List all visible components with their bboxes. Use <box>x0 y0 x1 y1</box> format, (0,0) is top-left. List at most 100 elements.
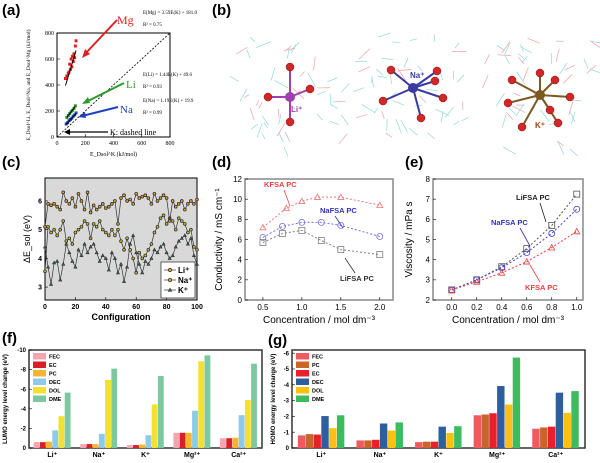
data-point <box>337 193 345 200</box>
bar-fec <box>297 435 306 448</box>
bar-dec <box>497 386 505 448</box>
data-point-mg <box>71 54 75 58</box>
solvent-bond <box>358 66 371 73</box>
oxygen-atom <box>438 93 448 103</box>
leader-line <box>529 264 541 283</box>
data-point <box>152 247 157 252</box>
data-point <box>155 225 160 229</box>
x-tick-label: 600 <box>137 141 146 147</box>
d-lifsa-label: LiFSA PC <box>340 274 374 283</box>
solvent-bond <box>263 122 268 129</box>
category-label: Li⁺ <box>316 452 326 459</box>
data-point <box>149 242 154 246</box>
solvent-bond <box>516 71 526 85</box>
data-point <box>134 250 139 255</box>
data-point <box>97 259 102 263</box>
data-point <box>119 239 123 243</box>
x-tick-label: 0.2 <box>471 303 483 312</box>
e-lifsa-label: LiFSA PC <box>516 193 550 202</box>
data-point <box>119 196 123 200</box>
data-point <box>67 250 72 255</box>
li-ion-label: Li⁺ <box>291 105 302 114</box>
data-point <box>170 253 175 258</box>
data-point <box>91 203 96 208</box>
data-point <box>186 202 190 206</box>
bar-ec <box>39 442 46 448</box>
legend-label: DEC <box>312 380 324 386</box>
data-point <box>58 227 62 232</box>
oxygen-atom <box>263 92 273 102</box>
solvent-bond <box>276 123 286 137</box>
ion-atom <box>535 90 545 100</box>
bar-dec <box>98 433 105 448</box>
solvent-bond <box>395 118 402 133</box>
bar-ec <box>133 445 139 448</box>
legend-swatch <box>296 378 309 385</box>
data-point <box>167 287 173 292</box>
x-tick-label: 200 <box>81 141 90 147</box>
solvent-bond <box>256 123 263 138</box>
data-point <box>155 250 160 255</box>
data-point <box>70 259 75 263</box>
leader-lines <box>283 189 547 283</box>
panel-de-labels: KFSA PC NaFSA PC LiFSA PC LiFSA PC NaFSA… <box>264 180 558 292</box>
x-tick-label: 100 <box>191 304 203 311</box>
legend-label: DOL <box>312 389 324 395</box>
y-tick-label: 4 <box>238 255 243 264</box>
solvent-bond <box>559 62 568 74</box>
bar-pc <box>481 414 489 448</box>
solvent-bond <box>313 56 316 71</box>
data-point <box>64 239 69 243</box>
data-point <box>179 236 184 240</box>
data-point <box>523 257 531 265</box>
panel-label-c: (c) <box>2 154 20 171</box>
data-point <box>85 250 90 255</box>
data-point <box>137 250 142 255</box>
legend: Li⁺Na⁺K⁺ <box>160 261 196 299</box>
data-point <box>167 267 172 272</box>
mg-arrow <box>83 19 118 56</box>
solvent-bond <box>333 100 346 103</box>
legend-swatch <box>33 378 46 385</box>
solvent-bond <box>562 73 573 84</box>
solvent-bond <box>454 42 460 49</box>
solvent-bond <box>239 88 248 102</box>
li-r2: R² = 0.93 <box>143 84 162 90</box>
data-point <box>146 247 151 252</box>
solvent-bond <box>496 45 505 51</box>
bar-dec <box>321 416 329 448</box>
oxygen-atom <box>535 68 545 78</box>
bar-dec <box>555 392 564 448</box>
data-point <box>189 227 193 232</box>
y-tick-label: -6 <box>21 387 27 393</box>
x-tick-label: 60 <box>132 304 140 311</box>
bar-dme <box>251 363 257 448</box>
y-tick-label: 8 <box>426 175 431 184</box>
solvent-bond <box>522 67 529 82</box>
data-point <box>186 230 190 235</box>
data-point <box>121 279 127 283</box>
solvent-bond <box>385 132 393 138</box>
data-point <box>85 222 90 226</box>
panel-b-structures <box>229 32 600 157</box>
data-point <box>188 236 193 240</box>
e-nafsa-label: NaFSA PC <box>491 218 528 227</box>
bar-dme <box>111 368 118 448</box>
legend-label: Li⁺ <box>178 266 189 275</box>
y-tick-label: -4 <box>284 383 290 389</box>
data-point <box>52 227 56 232</box>
data-point <box>548 243 556 251</box>
y-tick-label: 6 <box>38 198 42 205</box>
data-point <box>523 249 531 257</box>
category-label: K⁺ <box>434 452 443 459</box>
data-point <box>448 286 456 293</box>
na-arrowhead <box>78 112 86 118</box>
solvent-bond <box>270 67 276 81</box>
data-point <box>259 239 267 246</box>
data-point <box>149 256 154 260</box>
solvent-bond <box>262 115 270 126</box>
category-label: Li⁺ <box>47 452 57 459</box>
data-point <box>167 277 172 282</box>
bar-fec <box>33 442 40 448</box>
